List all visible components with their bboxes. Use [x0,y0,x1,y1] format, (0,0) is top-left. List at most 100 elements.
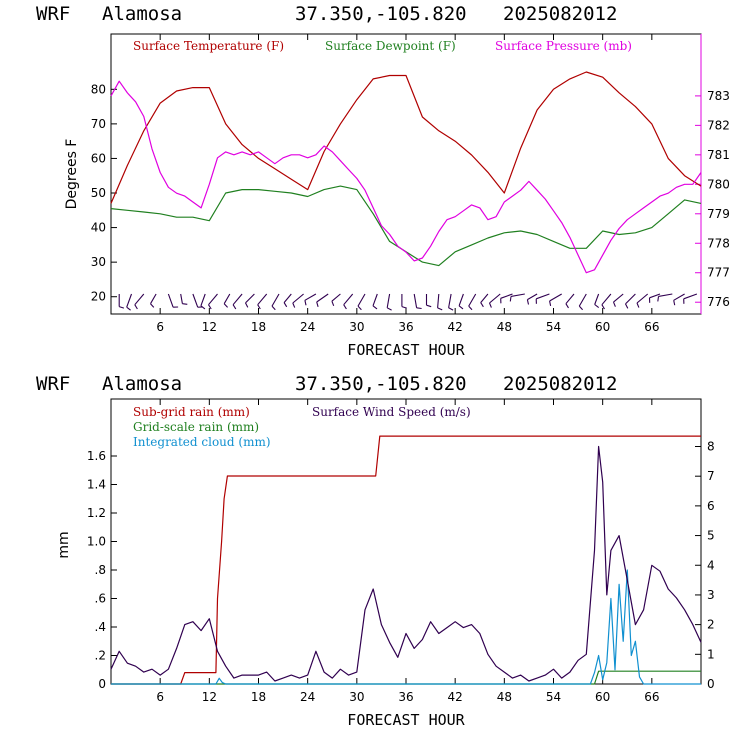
wind-barb [648,293,661,303]
x-tick-label: 30 [349,690,364,704]
wind-barb [683,293,698,304]
top-coords-label: 37.350,-105.820 [295,3,467,25]
legend-surface-wind-speed: Surface Wind Speed (m/s) [312,405,471,419]
x-tick-label: 12 [202,690,217,704]
wind-barb [401,294,407,309]
wind-barb [636,293,649,308]
y-tick-label: .4 [95,620,106,634]
bottom-coords-label: 37.350,-105.820 [295,373,467,395]
x-tick-label: 60 [595,690,610,704]
y2-tick-label: 0 [707,677,715,691]
y2-tick-label: 781 [707,148,730,162]
y2-tick-label: 7 [707,469,715,483]
wind-barb [304,293,317,306]
wind-barb [488,293,501,308]
wind-barb [343,293,354,310]
wind-barb [673,293,685,306]
wind-barb [386,293,392,311]
top-site-label: Alamosa [102,3,182,25]
wind-barb [480,293,489,308]
x-tick-label: 48 [497,690,512,704]
x-tick-label: 24 [300,320,315,334]
wind-barb [316,293,329,307]
wind-barb [257,293,268,310]
legend-surface-pressure: Surface Pressure (mb) [495,39,632,53]
wind-barb [578,293,587,311]
y-tick-label: 1.0 [87,535,106,549]
bottom-x-axis-label: FORECAST HOUR [347,711,465,729]
x-tick-label: 66 [644,690,659,704]
wind-barb [357,293,366,311]
top-x-axis-label: FORECAST HOUR [347,341,465,359]
legend-surface-temperature: Surface Temperature (F) [133,39,284,53]
wind-barb [223,293,231,308]
y2-tick-label: 779 [707,207,730,221]
y-tick-label: 1.2 [87,506,106,520]
wind-barb [612,293,624,307]
y-tick-label: 50 [91,186,106,200]
wind-barb [232,293,243,310]
top-ticks: 6 12 18 24 30 36 42 48 54 60 66 20 30 40 50 60 70 80 776 77… [91,34,730,334]
x-tick-label: 60 [595,320,610,334]
x-tick-label: 42 [448,690,463,704]
series-line-surface-temperature-f [110,71,702,204]
y2-tick-label: 776 [707,295,730,309]
y2-tick-label: 6 [707,499,715,513]
y-tick-label: .8 [95,563,106,577]
x-tick-label: 48 [497,320,512,334]
bottom-model-label: WRF [36,373,70,395]
top-y-axis-label: Degrees F [64,139,80,210]
legend-integrated-cloud: Integrated cloud (mm) [133,435,271,449]
wind-barb [425,294,432,308]
y2-tick-label: 8 [707,440,715,454]
wind-barb [458,293,464,310]
series-line-surface-dewpoint-f [110,185,702,267]
x-tick-label: 12 [202,320,217,334]
wind-barb [208,293,218,310]
wind-barb [437,293,443,311]
series-line-sub-grid-rain-mm [111,435,701,685]
x-tick-label: 54 [546,690,561,704]
top-run-label: 2025082012 [503,3,617,25]
wind-barb [292,293,304,308]
bottom-ticks: 6 12 18 24 30 36 42 48 54 60 660.2.4.6.81.01.21.41… [87,399,715,704]
y2-tick-label: 783 [707,89,730,103]
y-tick-label: 60 [91,151,106,165]
legend-subgrid-rain: Sub-grid rain (mm) [133,405,250,419]
y2-tick-label: 778 [707,236,730,250]
wind-barb [271,293,280,311]
wind-barb [549,293,562,307]
wind-barb [625,293,636,309]
wind-barb [535,293,550,304]
bottom-y-axis-label: mm [56,531,72,558]
legend-gridscale-rain: Grid-scale rain (mm) [133,420,259,434]
y-tick-label: .2 [95,649,106,663]
wind-barb [118,294,125,309]
wind-barb [601,293,612,310]
wind-barb [245,293,255,308]
x-tick-label: 24 [300,690,315,704]
y-tick-label: 70 [91,117,106,131]
y-tick-label: 80 [91,82,106,96]
wind-barbs [118,293,698,311]
y2-tick-label: 780 [707,177,730,191]
y2-tick-label: 2 [707,618,715,632]
x-tick-label: 6 [156,690,164,704]
wind-barb [594,293,600,309]
x-tick-label: 36 [398,320,413,334]
bottom-run-label: 2025082012 [503,373,617,395]
wind-barb [200,293,206,310]
wind-barb [468,293,477,311]
top-series [110,71,702,274]
y-tick-label: 0 [98,677,106,691]
series-line-integrated-cloud-mm [111,569,701,685]
x-tick-label: 36 [398,690,413,704]
y2-tick-label: 782 [707,118,730,132]
y-tick-label: 20 [91,290,106,304]
wind-barb [448,293,454,311]
wind-barb [126,293,133,311]
wind-barb [167,293,179,308]
bottom-site-label: Alamosa [102,373,182,395]
wind-barb [134,293,145,310]
